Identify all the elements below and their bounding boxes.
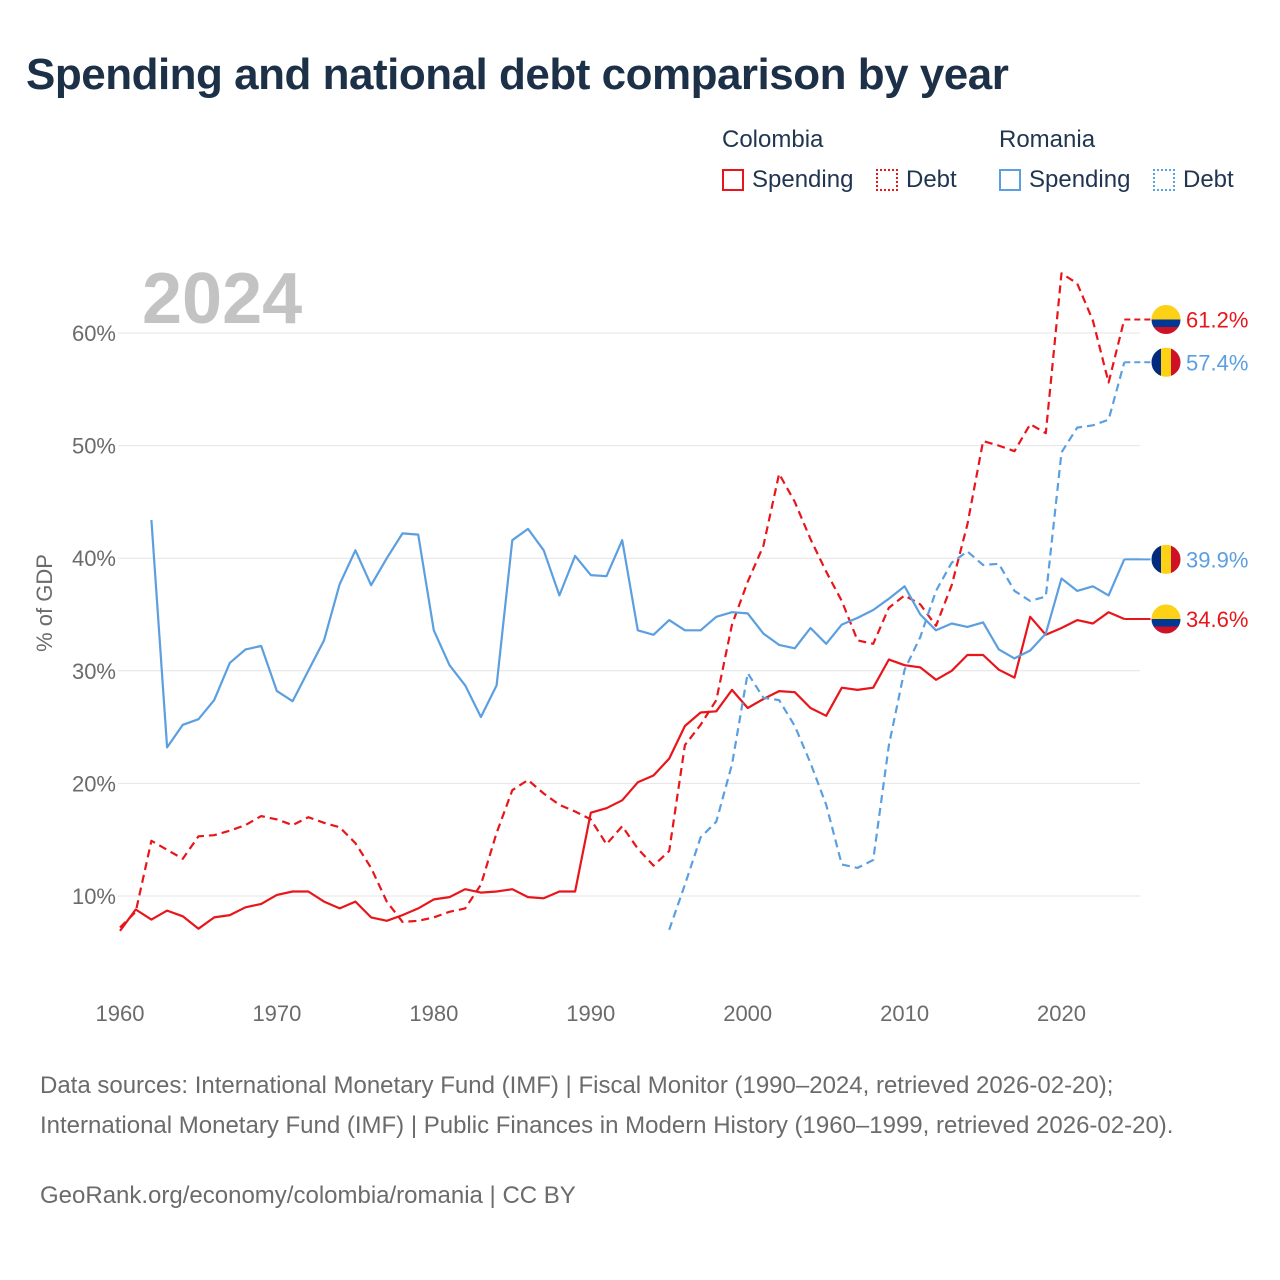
legend-colombia-spending[interactable]: Spending (722, 166, 853, 194)
x-tick-label: 2020 (1037, 1001, 1086, 1026)
colombia-flag-icon (1150, 303, 1182, 335)
colombia-flag-icon (1150, 603, 1182, 635)
legend-swatch-solid (999, 169, 1021, 191)
legend-colombia-debt[interactable]: Debt (876, 166, 957, 194)
x-tick-label: 1960 (96, 1001, 145, 1026)
end-value-label: 61.2% (1186, 307, 1248, 332)
series-line-colombia-spending[interactable] (119, 611, 1125, 932)
x-tick-label: 1970 (252, 1001, 301, 1026)
y-axis: 10% 20% 30% 40% 50% 60% (72, 321, 116, 909)
y-tick-label: 20% (72, 771, 116, 796)
end-value-label: 57.4% (1186, 350, 1248, 375)
romania-flag-icon (1150, 543, 1182, 575)
end-value-label: 34.6% (1186, 607, 1248, 632)
x-axis: 1960 1970 1980 1990 2000 2010 2020 (96, 1001, 1086, 1026)
romania-flag-icon (1150, 346, 1182, 378)
x-tick-label: 1990 (566, 1001, 615, 1026)
x-tick-label: 2000 (723, 1001, 772, 1026)
legend-label: Spending (1029, 166, 1131, 193)
line-chart: 2024 10% 20% 30% 40% 50% 60% 1960 1970 1980 1990… (32, 259, 1248, 1026)
end-labels: 34.6% 61.2% 39.9% 57.4% (1124, 303, 1248, 635)
series-lines (119, 272, 1126, 932)
y-axis-label: % of GDP (32, 554, 57, 652)
end-value-label: 39.9% (1186, 547, 1248, 572)
legend-group-romania: Romania (999, 126, 1096, 153)
chart-title: Spending and national debt comparison by… (26, 50, 1009, 99)
y-tick-label: 50% (72, 434, 116, 459)
legend-label: Debt (1183, 166, 1234, 193)
sources-text: Data sources: International Monetary Fun… (40, 1072, 1174, 1139)
year-watermark: 2024 (142, 259, 302, 339)
attribution[interactable]: GeoRank.org/economy/colombia/romania | C… (40, 1182, 576, 1209)
legend-group-colombia: Colombia (722, 126, 824, 153)
series-line-colombia-debt[interactable] (119, 272, 1126, 929)
legend-swatch-dashed (1153, 169, 1175, 191)
legend-swatch-dashed (876, 169, 898, 191)
y-tick-label: 10% (72, 884, 116, 909)
x-tick-label: 2010 (880, 1001, 929, 1026)
legend-swatch-solid (722, 169, 744, 191)
gridlines (118, 332, 1140, 897)
x-tick-label: 1980 (409, 1001, 458, 1026)
legend-label: Spending (752, 166, 854, 193)
legend-romania-debt[interactable]: Debt (1153, 166, 1234, 194)
legend-label: Debt (906, 166, 957, 193)
y-tick-label: 30% (72, 659, 116, 684)
y-tick-label: 60% (72, 321, 116, 346)
footer-sources: Data sources: International Monetary Fun… (40, 1066, 1240, 1146)
series-line-romania-spending[interactable] (150, 519, 1126, 749)
series-line-romania-debt[interactable] (668, 362, 1126, 931)
legend-romania-spending[interactable]: Spending (999, 166, 1130, 194)
y-tick-label: 40% (72, 546, 116, 571)
